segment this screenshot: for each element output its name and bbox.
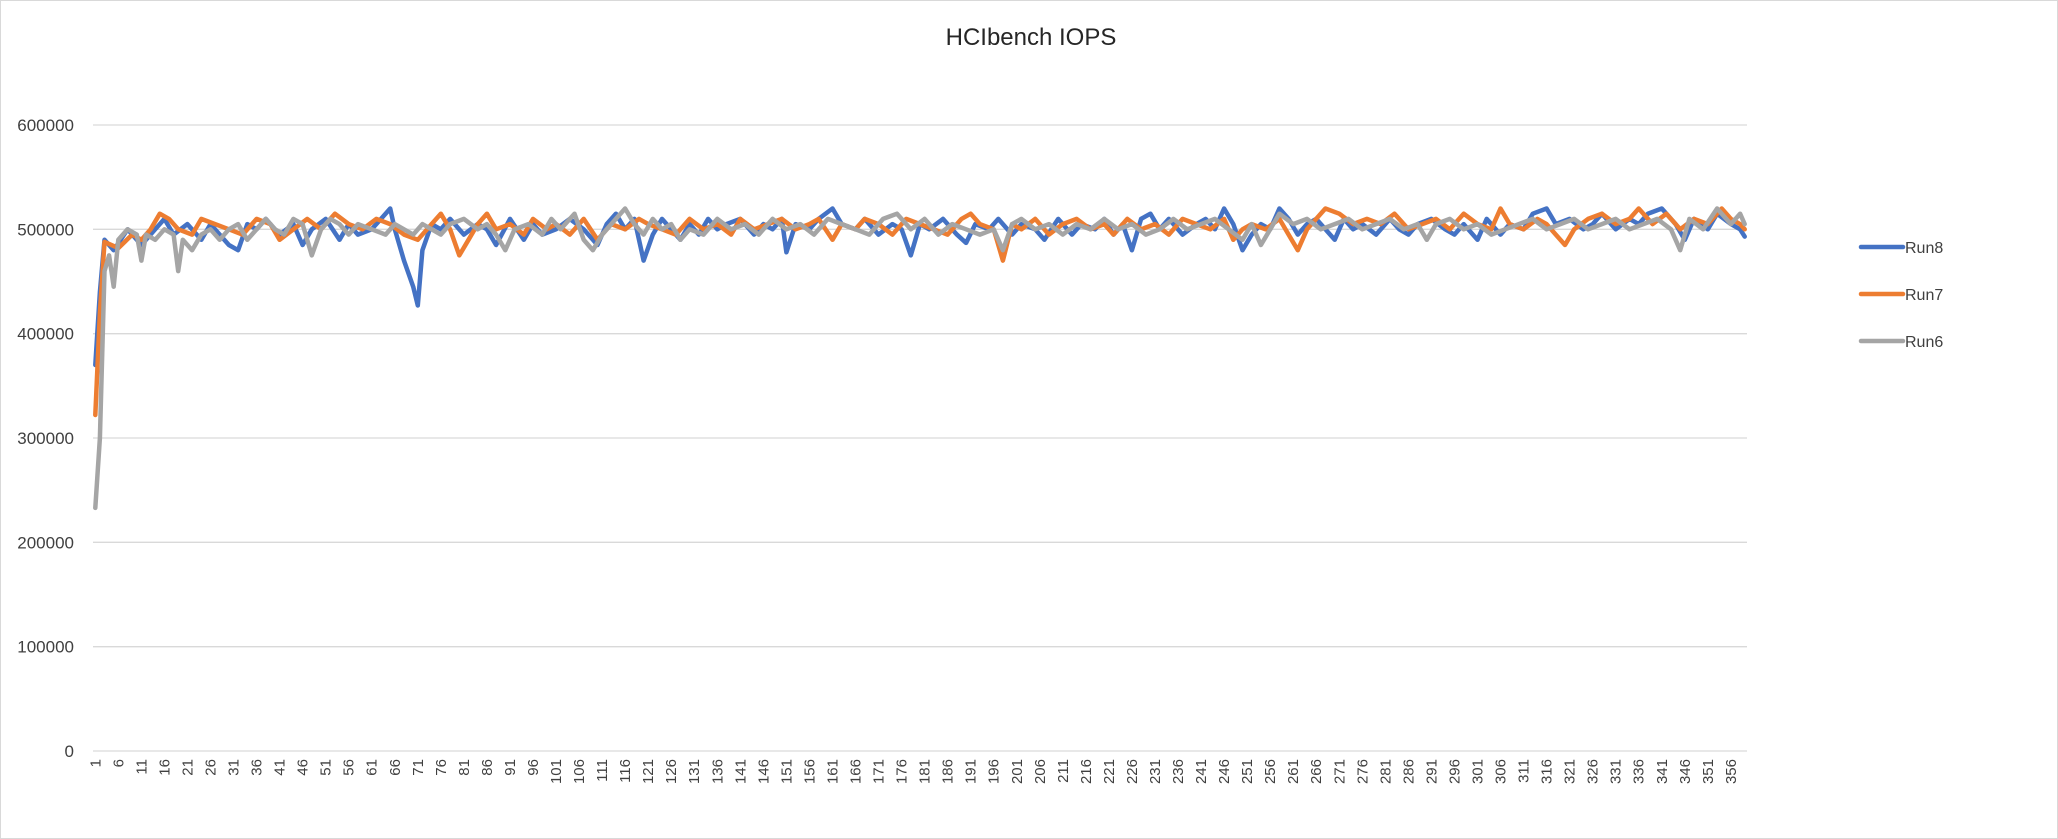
x-tick-label: 111 xyxy=(594,759,611,782)
x-tick-label: 186 xyxy=(940,759,957,784)
x-tick-label: 16 xyxy=(156,759,173,776)
x-tick-label: 251 xyxy=(1239,759,1256,784)
series-line-run7 xyxy=(93,206,1747,418)
x-tick-label: 356 xyxy=(1723,759,1740,784)
x-tick-label: 126 xyxy=(663,759,680,784)
x-tick-label: 181 xyxy=(917,759,934,784)
x-tick-label: 316 xyxy=(1539,759,1556,784)
x-tick-label: 156 xyxy=(801,759,818,784)
legend-item-run8: Run8 xyxy=(1858,240,1943,257)
legend-item-run6: Run6 xyxy=(1858,334,1943,351)
x-tick-label: 91 xyxy=(502,759,519,776)
series-run6 xyxy=(93,206,1747,511)
x-tick-label: 71 xyxy=(410,759,427,776)
x-tick-label: 41 xyxy=(272,759,289,776)
x-tick-label: 261 xyxy=(1285,759,1302,784)
y-tick-label: 100000 xyxy=(17,638,74,657)
y-tick-label: 400000 xyxy=(17,325,74,344)
x-tick-label: 76 xyxy=(433,759,450,776)
x-tick-label: 11 xyxy=(133,759,150,775)
x-tick-label: 136 xyxy=(709,759,726,784)
x-tick-label: 241 xyxy=(1193,759,1210,784)
x-tick-label: 351 xyxy=(1700,759,1717,784)
x-tick-label: 216 xyxy=(1078,759,1095,784)
x-tick-label: 296 xyxy=(1446,759,1463,784)
x-tick-label: 61 xyxy=(364,759,381,776)
x-tick-label: 146 xyxy=(755,759,772,784)
x-tick-label: 46 xyxy=(295,759,312,776)
x-tick-label: 341 xyxy=(1654,759,1671,784)
x-tick-label: 276 xyxy=(1354,759,1371,784)
x-tick-label: 326 xyxy=(1585,759,1602,784)
x-tick-label: 1 xyxy=(87,759,104,767)
x-tick-label: 81 xyxy=(456,759,473,776)
x-tick-label: 286 xyxy=(1400,759,1417,784)
x-tick-label: 106 xyxy=(571,759,588,784)
x-tick-label: 336 xyxy=(1631,759,1648,784)
legend-label: Run6 xyxy=(1905,334,1943,351)
x-tick-label: 21 xyxy=(179,759,196,776)
y-tick-label: 500000 xyxy=(17,220,74,239)
x-tick-label: 201 xyxy=(1009,759,1026,784)
x-tick-label: 196 xyxy=(986,759,1003,784)
x-tick-label: 236 xyxy=(1170,759,1187,784)
x-tick-label: 281 xyxy=(1377,759,1394,784)
x-tick-label: 176 xyxy=(894,759,911,784)
x-tick-label: 26 xyxy=(202,759,219,776)
x-tick-label: 151 xyxy=(778,759,795,784)
x-tick-label: 331 xyxy=(1608,759,1625,784)
x-tick-label: 31 xyxy=(226,759,243,776)
x-tick-label: 86 xyxy=(479,759,496,776)
x-tick-label: 231 xyxy=(1147,759,1164,784)
x-tick-label: 321 xyxy=(1562,759,1579,784)
y-tick-label: 0 xyxy=(65,742,74,761)
x-tick-label: 161 xyxy=(824,759,841,784)
x-tick-label: 96 xyxy=(525,759,542,776)
x-tick-label: 346 xyxy=(1677,759,1694,784)
y-tick-label: 300000 xyxy=(17,429,74,448)
x-tick-label: 51 xyxy=(318,759,335,776)
x-tick-label: 246 xyxy=(1216,759,1233,784)
x-tick-label: 256 xyxy=(1262,759,1279,784)
x-tick-label: 301 xyxy=(1469,759,1486,784)
x-tick-label: 211 xyxy=(1055,759,1072,783)
x-tick-label: 166 xyxy=(847,759,864,784)
y-tick-label: 200000 xyxy=(17,533,74,552)
x-tick-label: 311 xyxy=(1516,759,1533,783)
x-tick-label: 131 xyxy=(686,759,703,784)
x-tick-label: 271 xyxy=(1331,759,1348,784)
x-tick-label: 206 xyxy=(1032,759,1049,784)
x-tick-label: 116 xyxy=(617,759,634,783)
x-tick-label: 141 xyxy=(732,759,749,784)
x-tick-label: 121 xyxy=(640,759,657,784)
x-tick-label: 306 xyxy=(1493,759,1510,784)
x-tick-label: 6 xyxy=(110,759,127,767)
chart-title: HCIbench IOPS xyxy=(946,24,1117,51)
x-tick-label: 266 xyxy=(1308,759,1325,784)
x-tick-label: 291 xyxy=(1423,759,1440,784)
legend-item-run7: Run7 xyxy=(1858,287,1943,304)
y-tick-label: 600000 xyxy=(17,116,74,135)
x-tick-label: 191 xyxy=(963,759,980,784)
x-tick-label: 171 xyxy=(871,759,888,784)
series-line-run6 xyxy=(93,206,1747,511)
x-tick-label: 36 xyxy=(249,759,266,776)
x-tick-label: 221 xyxy=(1101,759,1118,784)
legend-label: Run7 xyxy=(1905,287,1943,304)
x-tick-label: 66 xyxy=(387,759,404,776)
x-tick-label: 101 xyxy=(548,759,565,784)
x-tick-label: 56 xyxy=(341,759,358,776)
x-tick-label: 226 xyxy=(1124,759,1141,784)
legend-label: Run8 xyxy=(1905,240,1943,257)
